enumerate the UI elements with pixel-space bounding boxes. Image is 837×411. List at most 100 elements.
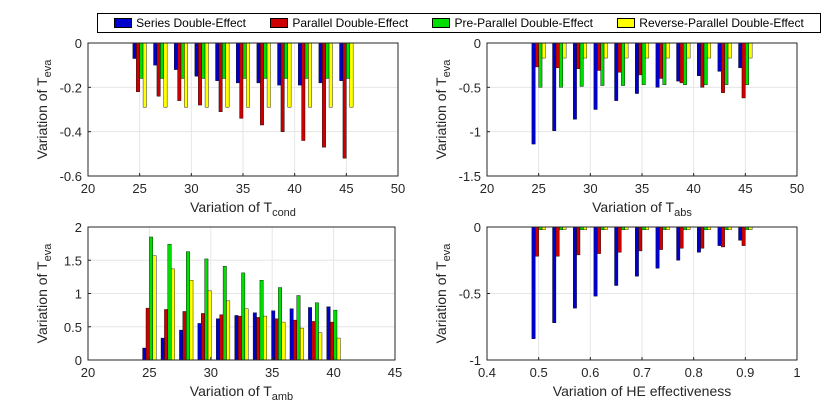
bar-reverse-parallel — [171, 268, 175, 361]
x-tick-label: 0.9 — [736, 365, 754, 380]
bar-reverse-parallel — [583, 42, 588, 59]
legend-item-reverse-parallel: Reverse-Parallel Double-Effect — [617, 16, 804, 30]
y-tick-label: -0.5 — [459, 287, 481, 302]
bar-pre-parallel — [180, 42, 185, 79]
x-tick-label: 0.8 — [685, 365, 703, 380]
bar-series — [298, 42, 302, 86]
bar-parallel — [741, 226, 746, 246]
bar-series — [132, 42, 137, 59]
x-tick-label: 0.5 — [530, 365, 548, 380]
bar-parallel — [145, 307, 150, 361]
bar-series — [738, 42, 743, 69]
bar-parallel — [555, 226, 560, 257]
x-tick-label: 40 — [686, 181, 700, 196]
bar-pre-parallel — [278, 287, 282, 361]
bar-reverse-parallel — [246, 42, 250, 108]
bar-parallel — [274, 318, 279, 361]
bar-series — [573, 226, 577, 309]
bar-parallel — [597, 226, 601, 254]
bar-reverse-parallel — [318, 332, 323, 361]
bar-parallel — [280, 42, 285, 132]
bar-series — [655, 226, 660, 269]
bar-reverse-parallel — [336, 337, 341, 361]
bar-series — [614, 226, 619, 286]
bar-pre-parallel — [325, 42, 330, 79]
bar-pre-parallel — [579, 42, 584, 87]
y-tick-label: 0 — [75, 353, 82, 368]
bar-series — [676, 226, 681, 261]
bar-series — [339, 42, 344, 81]
bar-pre-parallel — [745, 42, 749, 85]
x-tick-label: 1 — [793, 365, 800, 380]
bar-pre-parallel — [600, 42, 605, 86]
bar-parallel — [700, 226, 705, 249]
bar-series — [635, 42, 639, 94]
bar-series — [197, 323, 202, 361]
y-axis-title: Variation of Teva — [433, 59, 453, 160]
bar-parallel — [679, 226, 684, 249]
bar-series — [234, 315, 239, 361]
bar-reverse-parallel — [204, 42, 209, 108]
bar-parallel — [617, 226, 622, 253]
y-tick-label: 2 — [75, 220, 82, 235]
bar-parallel — [679, 42, 684, 84]
y-tick-label: -0.5 — [459, 80, 481, 95]
bar-pre-parallel — [242, 42, 247, 79]
bar-series — [271, 310, 276, 361]
bar-series — [593, 42, 598, 110]
legend-label-reverse-parallel: Reverse-Parallel Double-Effect — [639, 16, 804, 30]
bar-parallel — [311, 321, 316, 361]
x-tick-label: 45 — [339, 181, 353, 196]
bar-parallel — [576, 42, 581, 69]
bar-series — [738, 226, 743, 241]
bar-series — [289, 308, 294, 361]
bar-parallel — [555, 42, 560, 69]
bar-pre-parallel — [296, 295, 301, 361]
bar-pre-parallel — [703, 42, 708, 85]
bar-parallel — [535, 226, 539, 257]
bar-reverse-parallel — [281, 321, 286, 361]
bar-parallel — [322, 42, 326, 148]
bar-series — [614, 42, 619, 101]
bar-reverse-parallel — [244, 308, 249, 361]
legend-swatch-parallel — [270, 18, 289, 28]
bar-series — [173, 42, 178, 70]
bar-reverse-parallel — [299, 327, 304, 361]
bar-pre-parallel — [559, 42, 563, 88]
x-tick-label: 0.6 — [581, 365, 599, 380]
legend-label-pre-parallel: Pre-Parallel Double-Effect — [454, 16, 593, 30]
chart-panel-1: 20 25 30 35 40 45 50 -0.6 -0.4 -0.2 0 Variation of … — [34, 36, 405, 219]
bar-parallel — [177, 42, 182, 101]
bar-series — [697, 226, 701, 253]
bar-series — [194, 42, 199, 77]
x-tick-label: 35 — [236, 181, 250, 196]
bar-reverse-parallel — [645, 42, 650, 59]
bar-series — [573, 42, 577, 120]
bar-reverse-parallel — [226, 300, 231, 361]
bar-pre-parallel — [346, 42, 350, 79]
x-tick-label: 0.4 — [478, 365, 496, 380]
bar-reverse-parallel — [624, 42, 629, 59]
bar-parallel — [239, 42, 244, 119]
bar-series — [160, 337, 165, 361]
y-tick-label: 0 — [474, 220, 481, 235]
bar-pre-parallel — [641, 42, 646, 85]
bar-pre-parallel — [139, 42, 144, 79]
bar-parallel — [182, 311, 187, 361]
bar-series — [256, 42, 261, 84]
x-tick-label: 45 — [738, 181, 752, 196]
bar-parallel — [721, 42, 725, 93]
y-tick-label: 1 — [75, 287, 82, 302]
x-tick-label: 20 — [81, 181, 95, 196]
bar-series — [655, 42, 660, 88]
bar-pre-parallel — [259, 280, 264, 361]
bar-parallel — [659, 42, 663, 79]
bar-pre-parallel — [314, 302, 319, 361]
y-tick-label: 0 — [474, 36, 481, 51]
bar-series — [308, 307, 312, 361]
bar-series — [717, 226, 722, 246]
bar-reverse-parallel — [263, 315, 267, 361]
bar-series — [326, 306, 331, 361]
chart-panel-4: 0.4 0.5 0.6 0.7 0.8 0.9 1 -1 -0.5 0 Variation of H… — [433, 220, 801, 399]
